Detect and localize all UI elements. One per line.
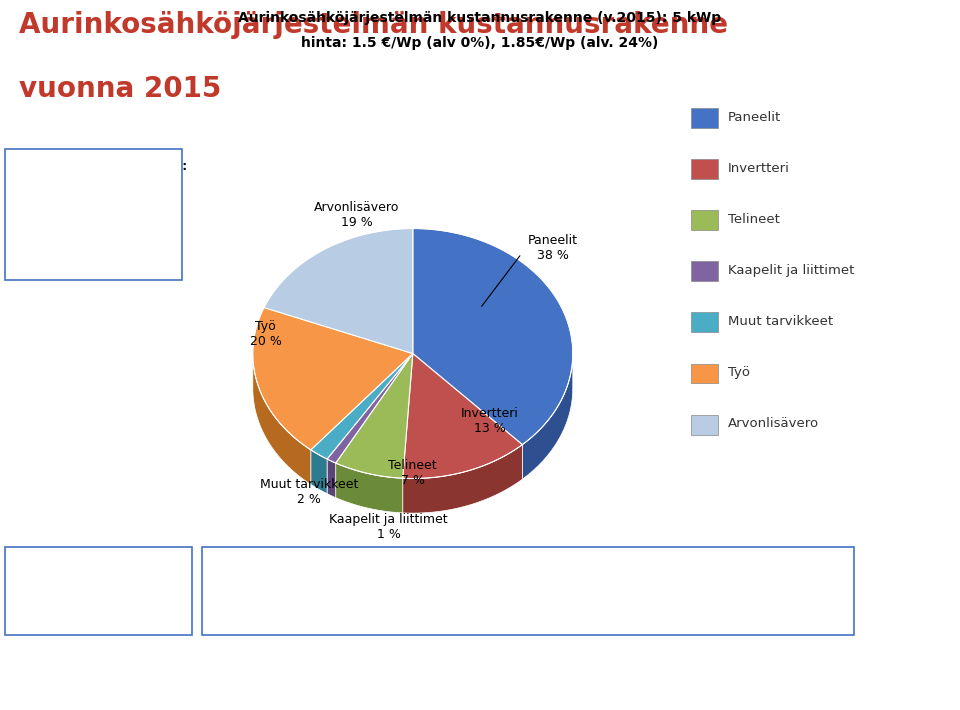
Polygon shape	[336, 354, 413, 479]
Text: Työ
20 %: Työ 20 %	[250, 320, 281, 349]
Text: Arvonlisävero
19 %: Arvonlisävero 19 %	[314, 201, 399, 229]
Polygon shape	[252, 307, 413, 450]
Text: Voimaloiden asentaminen työllistää 1-2 h/paneeli: Voimaloiden asentaminen työllistää 1-2 h…	[213, 557, 541, 570]
Text: 10-250 kWp: 1.25-1.5 €/wp: 10-250 kWp: 1.25-1.5 €/wp	[16, 214, 167, 224]
Polygon shape	[327, 354, 413, 463]
Polygon shape	[336, 463, 403, 513]
Text: tuotettu energia: 100 %: tuotettu energia: 100 %	[16, 605, 150, 615]
Text: Lappeenranta University of Technology: Lappeenranta University of Technology	[289, 674, 671, 693]
Text: Aurinkosähköjärjestelmän kustannusrakenne: Aurinkosähköjärjestelmän kustannusrakenn…	[19, 11, 729, 38]
Text: Paneelit
38 %: Paneelit 38 %	[528, 234, 578, 262]
Polygon shape	[327, 459, 336, 498]
Polygon shape	[522, 352, 573, 479]
Polygon shape	[311, 450, 327, 493]
Text: investointi 25-90%: investointi 25-90%	[16, 582, 121, 592]
Text: Invertteri: Invertteri	[728, 162, 789, 175]
Text: >250 kWp: ~1.2 €/Wp: >250 kWp: ~1.2 €/Wp	[16, 241, 141, 251]
Polygon shape	[413, 229, 573, 444]
Text: Alv 0% hintoja Suomessa:: Alv 0% hintoja Suomessa:	[16, 160, 187, 173]
Text: 1 GWp -> 4000 henkilötyövuotta: 1 GWp -> 4000 henkilötyövuotta	[213, 605, 396, 615]
Text: 1 MWp -> 4 henkilötyövuotta: 1 MWp -> 4 henkilötyövuotta	[213, 582, 376, 592]
Text: Kotimaisuusasteet:: Kotimaisuusasteet:	[16, 557, 145, 570]
Text: Arvonlisävero: Arvonlisävero	[728, 417, 819, 430]
Text: Telineet: Telineet	[728, 213, 780, 226]
Text: hinta: 1.5 €/Wp (alv 0%), 1.85€/Wp (alv. 24%): hinta: 1.5 €/Wp (alv 0%), 1.85€/Wp (alv.…	[301, 36, 659, 50]
Polygon shape	[252, 351, 311, 484]
Polygon shape	[264, 229, 413, 354]
Text: Kaapelit ja liittimet
1 %: Kaapelit ja liittimet 1 %	[329, 513, 448, 540]
Text: Muut tarvikkeet
2 %: Muut tarvikkeet 2 %	[259, 478, 358, 506]
Text: Invertteri
13 %: Invertteri 13 %	[461, 407, 518, 435]
Polygon shape	[403, 354, 522, 479]
Text: Paneelit: Paneelit	[728, 111, 780, 124]
Text: Telineet
7 %: Telineet 7 %	[389, 459, 437, 487]
Text: Kaapelit ja liittimet: Kaapelit ja liittimet	[728, 264, 854, 277]
Polygon shape	[311, 354, 413, 459]
Text: vuonna 2015: vuonna 2015	[19, 75, 222, 102]
Text: Aurinkosähköjärjestelmän kustannusrakenne (v.2015): 5 kWp: Aurinkosähköjärjestelmän kustannusrakenn…	[238, 11, 722, 25]
Text: Työ: Työ	[728, 366, 750, 379]
Text: Muut tarvikkeet: Muut tarvikkeet	[728, 315, 833, 328]
Polygon shape	[403, 444, 522, 513]
Text: < 10 kWp: 1.5-1.8 €/Wp: < 10 kWp: 1.5-1.8 €/Wp	[16, 187, 150, 197]
